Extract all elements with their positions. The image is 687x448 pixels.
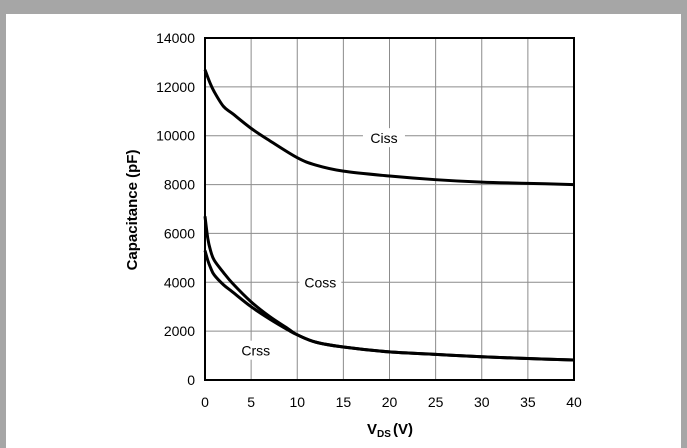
y-tick-label: 8000 bbox=[164, 177, 195, 193]
y-tick-label: 4000 bbox=[164, 274, 195, 290]
x-tick-label: 5 bbox=[247, 394, 255, 410]
x-tick-label: 0 bbox=[201, 394, 209, 410]
curve-label-coss: Coss bbox=[304, 274, 336, 290]
y-tick-label: 0 bbox=[187, 372, 195, 388]
series-line-crss bbox=[203, 250, 575, 362]
series-line-ciss bbox=[203, 69, 575, 187]
grid bbox=[204, 37, 575, 381]
x-tick-label: 25 bbox=[428, 394, 444, 410]
x-axis-title: VDS (V) bbox=[367, 421, 413, 440]
y-tick-label: 2000 bbox=[164, 323, 195, 339]
curve-label-background bbox=[362, 128, 405, 148]
tick-labels: 0 5 10 15 20 25 30 35 40 0 2000 4000 6000 8000 10000 12… bbox=[156, 30, 582, 410]
y-tick-label: 6000 bbox=[164, 225, 195, 241]
x-tick-label: 40 bbox=[566, 394, 582, 410]
x-axis-title-unit: (V) bbox=[393, 421, 413, 438]
curve-label-background bbox=[234, 340, 277, 360]
x-tick-label: 30 bbox=[474, 394, 490, 410]
x-tick-label: 10 bbox=[289, 394, 305, 410]
curve-label-crss: Crss bbox=[241, 343, 270, 359]
x-tick-label: 20 bbox=[382, 394, 398, 410]
x-tick-label: 15 bbox=[336, 394, 352, 410]
y-tick-label: 14000 bbox=[156, 30, 195, 46]
x-axis-title-main: V bbox=[367, 421, 377, 438]
curve-labels: Ciss Coss Crss bbox=[234, 128, 405, 360]
plot-border bbox=[204, 37, 575, 381]
y-tick-label: 12000 bbox=[156, 79, 195, 95]
y-axis-title: Capacitance (pF) bbox=[124, 150, 141, 271]
curve-label-background bbox=[299, 272, 342, 292]
curve-label-ciss: Ciss bbox=[370, 130, 397, 146]
x-axis-title-sub: DS bbox=[377, 429, 391, 440]
x-tick-label: 35 bbox=[520, 394, 536, 410]
curves bbox=[203, 69, 575, 362]
y-tick-label: 10000 bbox=[156, 128, 195, 144]
